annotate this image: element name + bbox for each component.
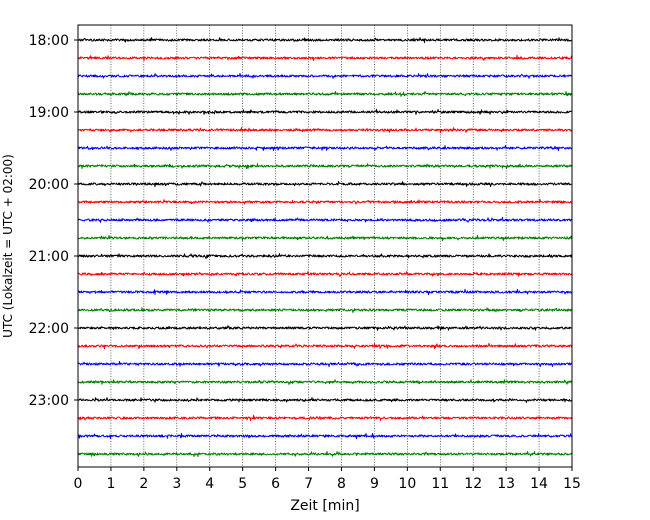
trace-line bbox=[77, 253, 573, 259]
x-tick-label: 1 bbox=[106, 476, 115, 492]
trace-series bbox=[77, 37, 573, 458]
x-tick-label: 9 bbox=[370, 476, 379, 492]
y-tick-label: 19:00 bbox=[29, 105, 69, 121]
trace-line bbox=[77, 342, 573, 350]
x-tick-label: 2 bbox=[139, 476, 148, 492]
x-tick-label: 4 bbox=[205, 476, 214, 492]
x-tick-label: 8 bbox=[337, 476, 346, 492]
grid-lines bbox=[110, 25, 540, 467]
trace-line bbox=[77, 180, 572, 188]
trace-line bbox=[77, 90, 573, 97]
x-tick-label: 5 bbox=[238, 476, 247, 492]
trace-line bbox=[77, 163, 573, 170]
y-tick-label: 23:00 bbox=[29, 393, 69, 409]
trace-line bbox=[77, 127, 573, 134]
trace-line bbox=[77, 451, 573, 458]
x-tick-label: 10 bbox=[398, 476, 416, 492]
x-tick-label: 6 bbox=[271, 476, 280, 492]
trace-line bbox=[77, 54, 573, 62]
trace-line bbox=[77, 145, 573, 152]
x-tick-label: 0 bbox=[74, 476, 83, 492]
trace-line bbox=[77, 307, 573, 314]
y-axis-title: UTC (Lokalzeit = UTC + 02:00) bbox=[1, 154, 15, 338]
trace-line bbox=[77, 270, 573, 278]
y-tick-label: 20:00 bbox=[29, 177, 69, 193]
y-tick-label: 21:00 bbox=[29, 249, 69, 265]
trace-line bbox=[77, 199, 573, 205]
x-tick-label: 3 bbox=[172, 476, 181, 492]
x-tick-label: 11 bbox=[431, 476, 449, 492]
trace-line bbox=[77, 432, 573, 440]
trace-line bbox=[77, 216, 573, 223]
x-axis-ticks: 0 1 2 3 4 5 6 7 8 9 10 11 12 13 14 15 bbox=[74, 467, 581, 492]
y-tick-label: 22:00 bbox=[29, 321, 69, 337]
trace-line bbox=[77, 397, 573, 404]
y-axis-ticks: 18:00 19:00 20:00 21:00 22:00 23:00 bbox=[29, 33, 78, 409]
trace-line bbox=[77, 288, 573, 296]
trace-line bbox=[77, 108, 573, 115]
trace-line bbox=[77, 72, 573, 79]
x-axis-title: Zeit [min] bbox=[290, 498, 359, 514]
trace-line bbox=[77, 360, 573, 368]
x-tick-label: 15 bbox=[563, 476, 581, 492]
x-tick-label: 7 bbox=[304, 476, 313, 492]
x-tick-label: 12 bbox=[464, 476, 482, 492]
trace-line bbox=[77, 414, 573, 421]
trace-line bbox=[77, 379, 573, 385]
plot-frame bbox=[77, 24, 573, 468]
x-tick-label: 14 bbox=[530, 476, 548, 492]
x-tick-label: 13 bbox=[497, 476, 515, 492]
trace-line bbox=[77, 234, 573, 242]
trace-line bbox=[77, 325, 573, 331]
y-tick-label: 18:00 bbox=[29, 33, 69, 49]
trace-line bbox=[77, 37, 573, 44]
